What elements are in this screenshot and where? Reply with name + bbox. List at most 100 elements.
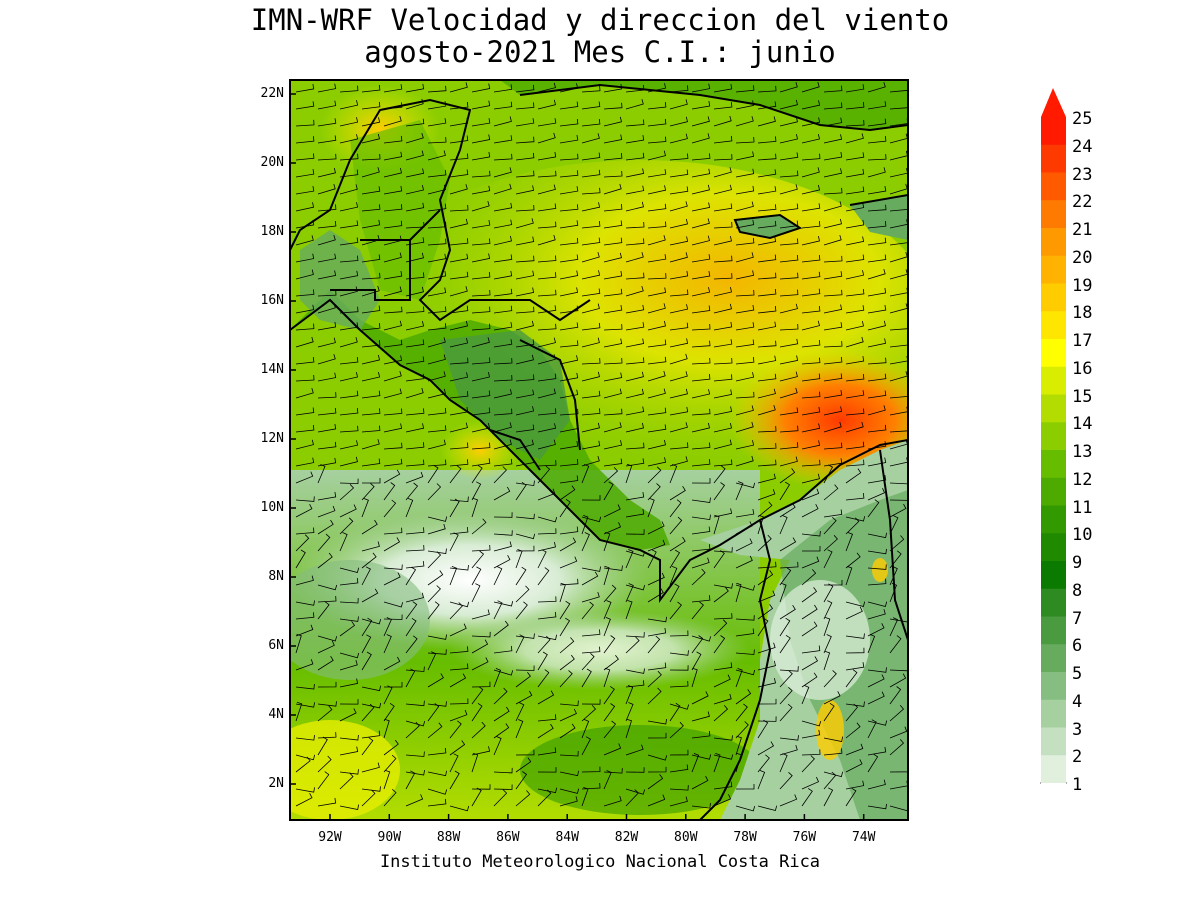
wind-barb <box>339 85 359 93</box>
wind-barb <box>405 751 425 757</box>
wind-barb <box>383 167 402 178</box>
wind-barb <box>493 305 513 314</box>
wind-barb <box>559 423 579 433</box>
wind-barb <box>845 669 858 688</box>
wind-barb <box>405 339 425 348</box>
wind-barb <box>581 516 602 523</box>
wind-barb <box>581 705 597 722</box>
wind-barb <box>317 441 337 450</box>
wind-barb <box>559 322 579 331</box>
wind-barb <box>757 805 778 811</box>
wind-barb <box>427 101 447 110</box>
wind-barb <box>735 555 753 569</box>
wind-barb <box>515 633 535 639</box>
wind-barb <box>801 776 820 790</box>
wind-barb <box>471 323 491 331</box>
wind-barb <box>713 662 733 671</box>
wind-barb <box>889 705 905 722</box>
wind-barb <box>405 482 419 501</box>
colorbar-swatch <box>1041 783 1066 812</box>
wind-barb <box>603 654 619 671</box>
wind-barb <box>647 549 657 569</box>
wind-barb <box>801 720 822 727</box>
wind-barb <box>537 305 557 314</box>
wind-barb <box>647 407 667 416</box>
wind-barb <box>493 439 512 450</box>
wind-barb <box>625 718 633 739</box>
wind-barb <box>361 617 373 637</box>
wind-barb <box>757 534 772 552</box>
wind-barb <box>295 496 315 502</box>
wind-barb <box>669 456 688 467</box>
wind-barb <box>449 82 468 93</box>
wind-barb <box>779 184 798 195</box>
wind-barb <box>515 236 535 246</box>
wind-barb <box>867 390 887 399</box>
wind-barb <box>493 422 512 433</box>
wind-barb <box>713 753 721 773</box>
wind-barb <box>889 686 902 705</box>
colorbar-label: 15 <box>1072 386 1093 407</box>
wind-barb <box>559 170 579 178</box>
colorbar-arrow-top <box>1041 88 1066 117</box>
wind-barb <box>559 83 579 93</box>
wind-barb <box>647 483 661 501</box>
wind-barb <box>823 151 843 161</box>
wind-barb <box>361 566 371 586</box>
wind-barb <box>361 101 381 110</box>
wind-barb <box>779 289 799 297</box>
wind-barb <box>603 667 611 688</box>
colorbar-label: 24 <box>1072 136 1093 157</box>
wind-barb <box>361 498 369 518</box>
wind-barb <box>493 512 513 518</box>
wind-barb <box>757 426 777 433</box>
wind-barb <box>801 254 821 263</box>
colorbar-swatch <box>1041 644 1066 673</box>
wind-barb <box>559 220 579 229</box>
wind-barb <box>669 785 689 791</box>
wind-barb <box>845 759 863 773</box>
wind-barb <box>647 754 668 761</box>
wind-barb <box>493 566 503 586</box>
wind-barb <box>889 665 908 672</box>
wind-barb <box>867 548 887 555</box>
wind-barb <box>603 204 623 212</box>
colorbar-swatch <box>1041 200 1066 229</box>
wind-barb <box>405 306 425 314</box>
wind-barb <box>625 685 634 705</box>
wind-barb <box>669 665 689 671</box>
wind-barb <box>603 422 622 433</box>
wind-barb <box>691 153 711 161</box>
wind-barb <box>889 550 902 569</box>
wind-barb <box>295 612 315 620</box>
wind-barb <box>735 538 753 552</box>
wind-barb <box>713 547 733 553</box>
wind-barb <box>757 459 777 467</box>
wind-barb <box>493 167 512 178</box>
wind-barb <box>559 578 579 586</box>
wind-barb <box>295 424 315 433</box>
wind-barb <box>713 619 728 637</box>
wind-barb <box>669 201 688 212</box>
wind-barb <box>537 323 557 331</box>
wind-barb <box>471 423 490 433</box>
wind-barb <box>295 754 316 761</box>
wind-barb <box>383 617 392 637</box>
wind-barb <box>295 439 314 450</box>
wind-barb <box>383 564 403 570</box>
wind-barb <box>823 771 837 790</box>
wind-barb <box>581 358 601 365</box>
wind-barb <box>779 561 799 569</box>
wind-barb <box>713 167 732 178</box>
wind-barb <box>779 567 792 586</box>
wind-barb <box>405 221 425 229</box>
wind-barb <box>669 764 689 773</box>
wind-barb <box>691 340 711 348</box>
wind-barb <box>845 517 860 535</box>
wind-barb <box>757 770 766 790</box>
wind-barb <box>779 670 793 688</box>
wind-barb <box>757 741 775 756</box>
wind-barb <box>625 357 645 365</box>
wind-barb <box>823 509 843 518</box>
wind-barb <box>845 390 865 399</box>
